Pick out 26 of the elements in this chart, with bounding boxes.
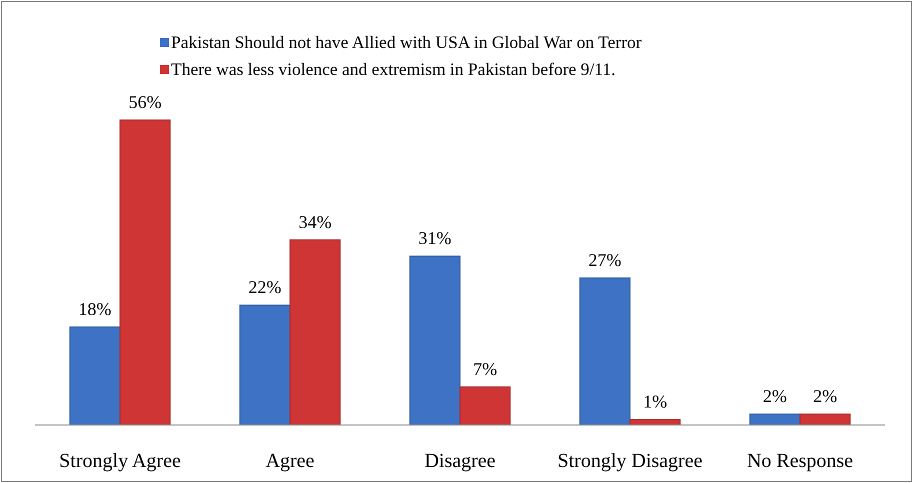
x-tick-label: No Response [746,450,854,472]
legend-label: There was less violence and extremism in Pakistan before 9/11. [171,59,616,79]
x-tick-label: Disagree [424,450,496,472]
data-label: 22% [248,277,282,298]
bar [800,414,851,426]
x-tick-label: Agree [266,450,315,472]
x-tick-label: Strongly Agree [59,450,181,472]
data-label: 56% [128,92,162,112]
data-label: 1% [643,392,668,412]
bar [749,414,800,426]
x-tick-label: Strongly Disagree [558,450,703,472]
data-label: 34% [298,212,332,232]
bar [460,386,511,426]
legend-label: Pakistan Should not have Allied with USA in Global War on Terror [171,32,642,52]
data-label: 18% [78,298,112,319]
data-label: 31% [418,228,452,248]
data-label: 2% [762,386,787,406]
bar [409,256,460,426]
data-label: 7% [473,358,498,379]
bar [69,326,120,426]
bar [290,239,341,426]
bar [579,277,630,426]
bar [239,304,290,426]
data-label: 2% [813,386,838,406]
bar [120,120,171,426]
data-label: 27% [588,250,622,270]
